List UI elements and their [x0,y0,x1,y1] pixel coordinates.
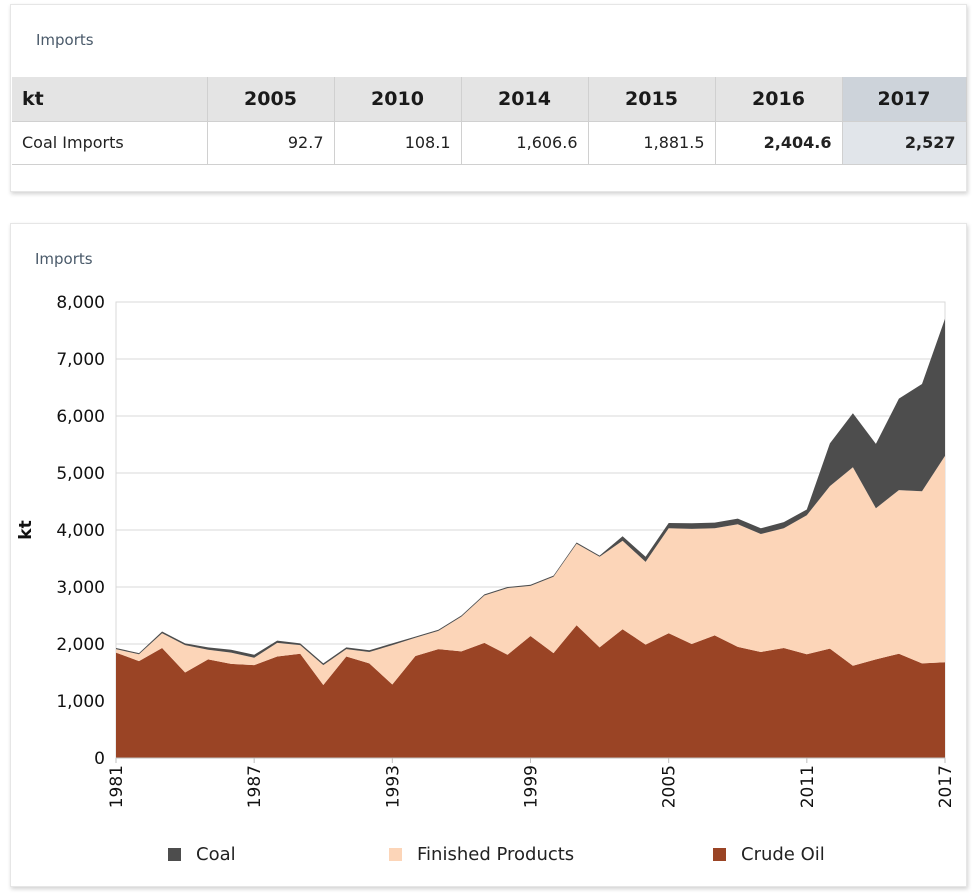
table-row: Coal Imports 92.7 108.1 1,606.6 1,881.5 … [12,121,967,165]
y-tick-label: 7,000 [56,350,105,370]
imports-table-card: Imports kt 2005 2010 2014 2015 2016 2017… [10,4,967,192]
cell-2005: 92.7 [207,121,335,165]
x-tick-label: 1987 [245,765,265,808]
y-tick-label: 3,000 [56,578,105,598]
header-year-2016: 2016 [715,77,843,122]
cell-2016: 2,404.6 [715,121,843,165]
y-tick-label: 5,000 [56,464,105,484]
y-axis-label: kt [16,520,36,539]
x-tick-label: 2005 [660,765,680,808]
y-tick-label: 0 [94,749,105,769]
legend-coal-label: Coal [196,844,236,865]
crude-oil-area [116,625,945,758]
y-tick-label: 6,000 [56,407,105,427]
legend-finished-products-swatch [389,848,402,861]
header-year-2010: 2010 [334,77,462,122]
table-card-title: Imports [36,31,94,49]
y-tick-label: 8,000 [56,293,105,313]
row-label: Coal Imports [12,121,208,165]
header-unit: kt [12,77,208,122]
header-year-2015: 2015 [588,77,716,122]
cell-2015: 1,881.5 [588,121,716,165]
y-tick-label: 4,000 [56,521,105,541]
header-year-2017: 2017 [842,77,967,122]
x-tick-label: 1999 [522,765,542,808]
x-tick-label: 1981 [107,765,127,808]
finished-products-area [116,455,945,685]
table-header-row: kt 2005 2010 2014 2015 2016 2017 [12,77,967,122]
header-year-2014: 2014 [461,77,589,122]
x-tick-label: 2017 [936,765,956,808]
cell-2014: 1,606.6 [461,121,589,165]
header-year-2005: 2005 [207,77,335,122]
legend-coal-swatch [168,848,181,861]
legend-finished-products-label: Finished Products [417,844,574,865]
cell-2010: 108.1 [334,121,462,165]
coal-imports-table: kt 2005 2010 2014 2015 2016 2017 Coal Im… [12,77,967,165]
cell-2017: 2,527 [842,121,967,165]
y-tick-label: 2,000 [56,635,105,655]
legend-crude-oil-swatch [713,848,726,861]
x-tick-label: 1993 [383,765,403,808]
imports-area-chart: 0 1,000 2,000 3,000 4,000 5,000 6,000 7,000 8,00… [16,293,956,865]
x-tick-label: 2011 [798,765,818,808]
chart-card-title: Imports [35,250,93,268]
imports-chart-card: Imports 0 1,000 2,000 3,000 4,000 5,000 6,000 7… [10,223,967,887]
legend-crude-oil-label: Crude Oil [741,844,825,865]
y-tick-label: 1,000 [56,692,105,712]
